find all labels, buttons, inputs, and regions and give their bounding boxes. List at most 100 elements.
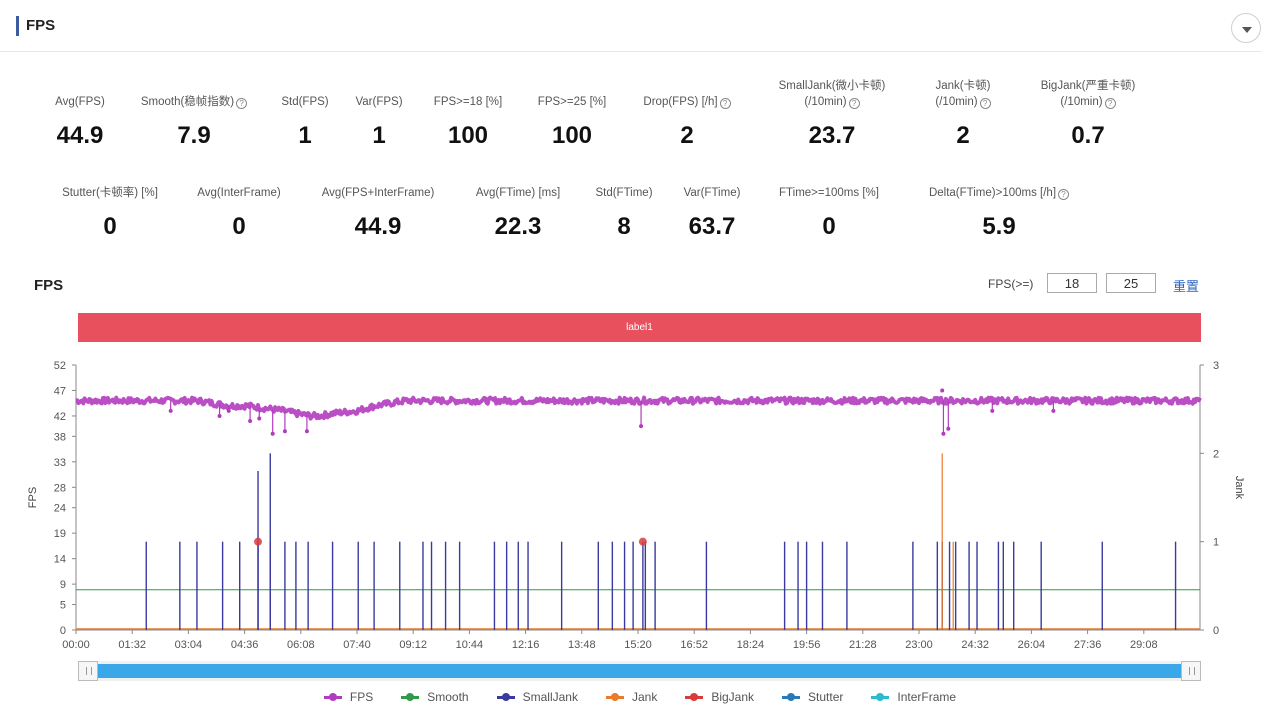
- stat-label: FPS>=25 [%]: [497, 94, 647, 110]
- fps-spike-point: [940, 388, 945, 393]
- stat-label-text: Var(FTime): [683, 187, 741, 199]
- stat-label-text: Drop(FPS) [/h]: [643, 96, 718, 108]
- collapse-chevron-icon[interactable]: [1231, 13, 1261, 43]
- fps-dip-point: [248, 419, 253, 424]
- stat-stats_row2-0: Stutter(卡顿率) [%] 0: [35, 185, 185, 241]
- stat-label-text: FPS>=18 [%]: [433, 96, 503, 108]
- x-tick-label: 12:16: [512, 639, 540, 651]
- help-icon[interactable]: ?: [848, 98, 860, 109]
- stat-label-text: Var(FPS): [355, 96, 403, 108]
- help-icon[interactable]: ?: [1058, 189, 1070, 200]
- fps-dip-point: [270, 431, 275, 436]
- stat-value: 100: [551, 122, 593, 149]
- legend-label: SmallJank: [522, 690, 578, 704]
- stat-label: Jank(卡顿) (/10min)?: [888, 78, 1038, 110]
- stat-label-unit: (/10min): [1060, 96, 1103, 108]
- fps-dip-point: [941, 431, 946, 436]
- y-tick-label: 9: [60, 579, 66, 591]
- legend-item-fps[interactable]: FPS: [323, 690, 374, 704]
- y-axis-label: FPS: [27, 487, 39, 508]
- stat-value: 0: [822, 213, 836, 240]
- bigjank-point: [638, 537, 647, 546]
- threshold-input-2[interactable]: [1106, 273, 1156, 293]
- y-tick-label: 47: [54, 385, 66, 397]
- stat-stats_row2-5: Var(FTime) 63.7: [637, 185, 787, 241]
- stat-stats_row1-6: Drop(FPS) [/h]? 2: [612, 94, 762, 150]
- x-tick-label: 04:36: [231, 639, 259, 651]
- slider-handle-left[interactable]: [78, 661, 98, 681]
- stat-stats_row2-3: Avg(FTime) [ms] 22.3: [443, 185, 593, 241]
- fps-dip-point: [946, 426, 951, 431]
- time-range-slider[interactable]: [78, 661, 1201, 681]
- header: FPS: [0, 0, 1262, 52]
- bigjank-point: [254, 537, 263, 546]
- stat-stats_row2-1: Avg(InterFrame) 0: [164, 185, 314, 241]
- slider-track-fill: [98, 664, 1181, 678]
- stat-stats_row2-4: Std(FTime) 8: [549, 185, 699, 241]
- legend-item-jank[interactable]: Jank: [605, 690, 657, 704]
- legend-swatch-icon: [323, 693, 342, 702]
- x-tick-label: 06:08: [287, 639, 315, 651]
- header-title: FPS: [26, 17, 56, 34]
- help-icon[interactable]: ?: [1104, 98, 1116, 109]
- stat-stats_row1-7: SmallJank(微小卡顿) (/10min)? 23.7: [757, 78, 907, 150]
- label-band[interactable]: label1: [78, 313, 1201, 342]
- threshold-input-1[interactable]: [1047, 273, 1097, 293]
- help-icon[interactable]: ?: [979, 98, 991, 109]
- x-tick-label: 21:28: [849, 639, 877, 651]
- x-tick-label: 19:56: [793, 639, 821, 651]
- x-tick-label: 01:32: [118, 639, 146, 651]
- stat-label: Avg(InterFrame): [164, 185, 314, 201]
- reset-button[interactable]: 重置: [1173, 279, 1200, 294]
- fps-dip-point: [226, 408, 231, 413]
- x-tick-label: 03:04: [175, 639, 203, 651]
- stat-label-text: Stutter(卡顿率) [%]: [62, 187, 158, 199]
- stat-value: 23.7: [808, 122, 856, 149]
- legend-swatch-icon: [496, 693, 515, 702]
- help-icon[interactable]: ?: [719, 98, 731, 109]
- legend-item-interframe[interactable]: InterFrame: [871, 690, 956, 704]
- y-tick-label: 33: [54, 457, 66, 469]
- stat-stats_row1-2: Std(FPS) 1: [230, 94, 380, 150]
- slider-handle-right[interactable]: [1181, 661, 1201, 681]
- stat-value: 44.9: [354, 213, 402, 240]
- stat-label-text: Avg(InterFrame): [197, 187, 281, 199]
- stat-stats_row1-1: Smooth(稳帧指数)? 7.9: [119, 94, 269, 150]
- legend-item-smalljank[interactable]: SmallJank: [496, 690, 578, 704]
- stat-label-text: Avg(FPS+InterFrame): [321, 187, 435, 199]
- legend-swatch-icon: [685, 693, 704, 702]
- stat-stats_row1-4: FPS>=18 [%] 100: [393, 94, 543, 150]
- legend-label: FPS: [349, 690, 374, 704]
- legend-label: Smooth: [427, 690, 469, 704]
- stat-value: 2: [680, 122, 694, 149]
- fps-dip-point: [257, 416, 262, 421]
- fps-dip-point: [282, 429, 287, 434]
- legend-label: Stutter: [808, 690, 844, 704]
- stat-label-text: Std(FPS): [281, 96, 329, 108]
- stat-label: Avg(FPS): [5, 94, 155, 110]
- y-tick-label: 24: [54, 503, 66, 515]
- legend-item-stutter[interactable]: Stutter: [782, 690, 843, 704]
- stat-label: Smooth(稳帧指数)?: [119, 94, 269, 110]
- x-tick-label: 09:12: [399, 639, 427, 651]
- stat-label-text: Delta(FTime)>100ms [/h]: [928, 187, 1057, 199]
- stat-stats_row1-3: Var(FPS) 1: [304, 94, 454, 150]
- stat-stats_row2-7: Delta(FTime)>100ms [/h]? 5.9: [924, 185, 1074, 241]
- stat-label: BigJank(严重卡顿) (/10min)?: [1013, 78, 1163, 110]
- fps-dip-point: [217, 413, 222, 418]
- section-title: FPS: [34, 277, 64, 294]
- stat-label: Drop(FPS) [/h]?: [612, 94, 762, 110]
- x-tick-label: 07:40: [343, 639, 371, 651]
- legend-item-smooth[interactable]: Smooth: [401, 690, 469, 704]
- legend-label: BigJank: [711, 690, 755, 704]
- y-tick-label: 5: [60, 600, 66, 612]
- y-tick-label: 52: [54, 360, 66, 372]
- legend-swatch-icon: [782, 693, 801, 702]
- help-icon[interactable]: ?: [236, 98, 248, 109]
- fps-dip-point: [990, 408, 995, 413]
- legend-label: InterFrame: [897, 690, 957, 704]
- legend-item-bigjank[interactable]: BigJank: [685, 690, 754, 704]
- stat-label-text: Smooth(稳帧指数): [140, 96, 235, 108]
- threshold-label: FPS(>=): [988, 277, 1034, 291]
- legend-swatch-icon: [401, 693, 420, 702]
